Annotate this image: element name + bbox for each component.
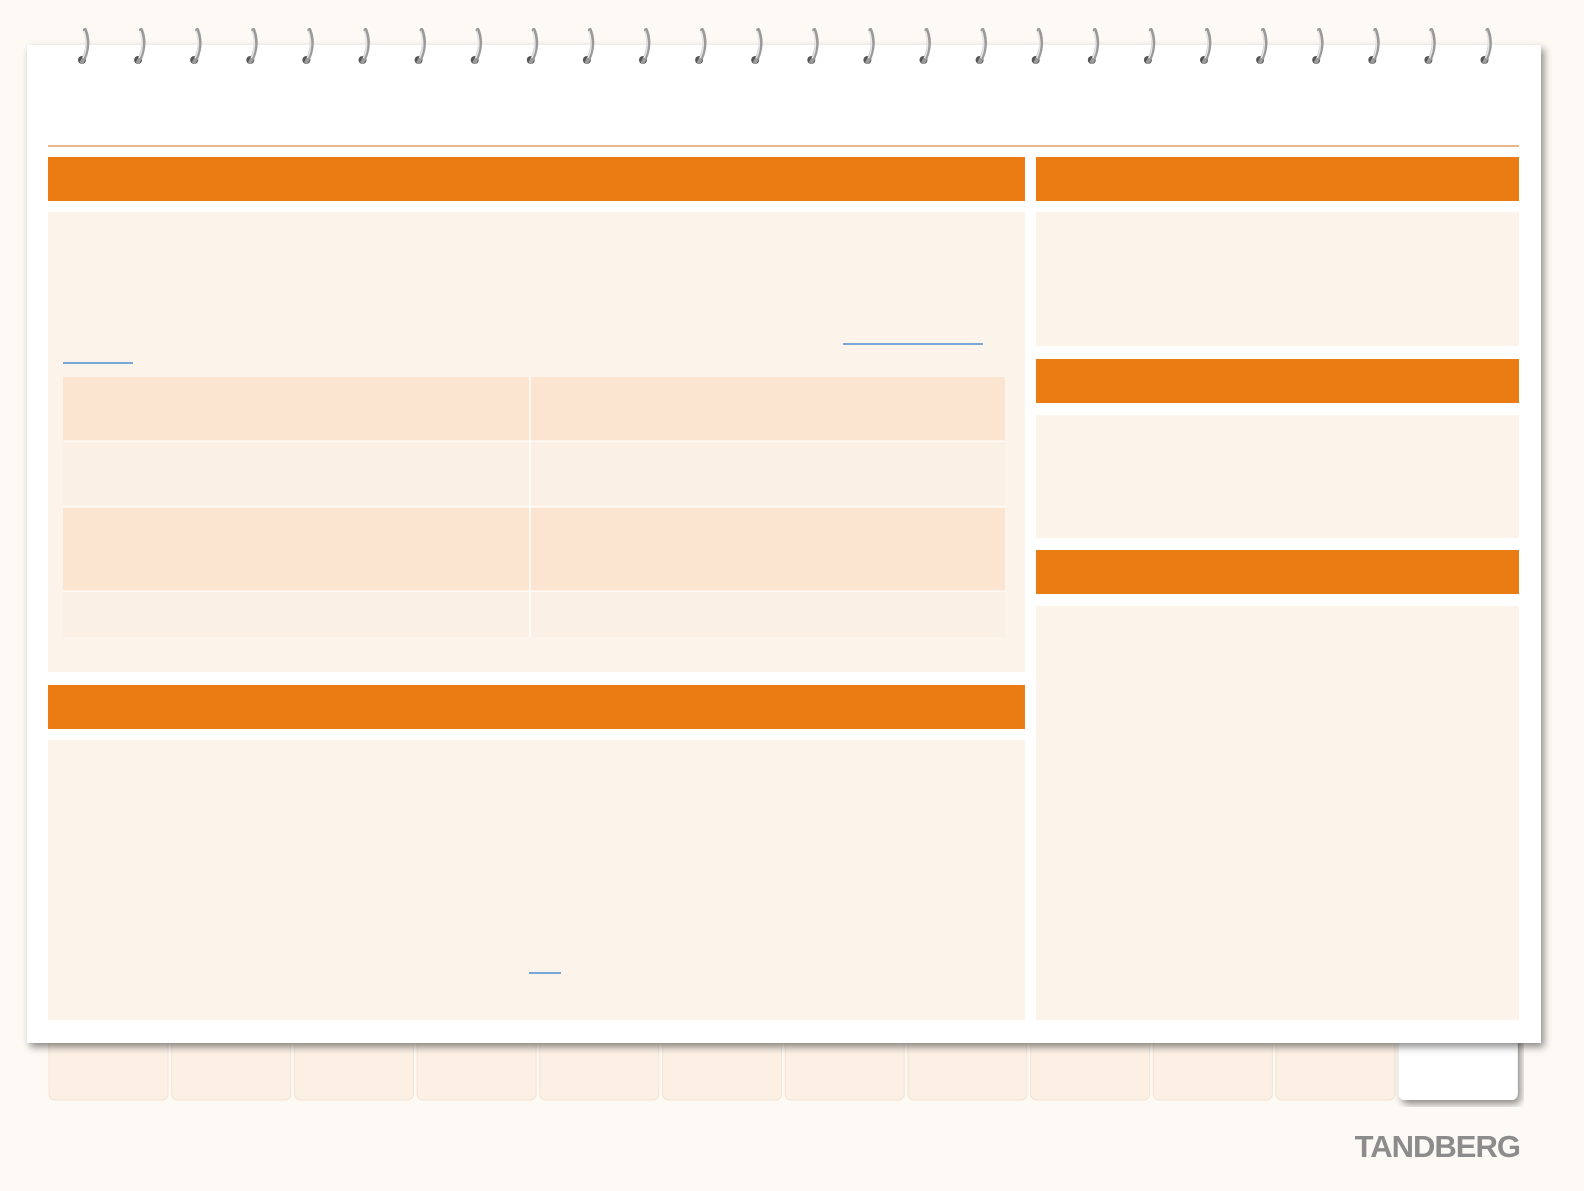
ring: [1314, 28, 1324, 64]
ring-highlight: [979, 30, 985, 59]
ring-highlight: [1484, 30, 1490, 59]
ring: [865, 28, 875, 64]
ring-highlight: [82, 30, 87, 59]
tabs: [48, 1029, 1518, 1101]
ring-highlight: [923, 30, 929, 59]
section-header: [1036, 550, 1519, 594]
ring: [136, 28, 146, 64]
ring-highlight: [362, 30, 368, 59]
ring: [753, 28, 763, 64]
table-row: [63, 507, 1005, 591]
tab[interactable]: [1398, 1030, 1518, 1100]
ring-highlight: [250, 30, 256, 59]
ring: [416, 28, 426, 64]
ring: [80, 28, 90, 64]
ring-highlight: [1428, 30, 1434, 59]
ring-highlight: [1092, 30, 1097, 59]
ring-highlight: [306, 30, 312, 59]
ring: [528, 28, 539, 64]
ring-highlight: [1148, 30, 1153, 59]
ring-highlight: [811, 30, 817, 59]
ring: [1202, 28, 1212, 64]
spiral-rings: [78, 28, 1492, 64]
ring: [1426, 28, 1436, 64]
section-header: [1036, 157, 1519, 201]
ring-highlight: [699, 30, 704, 59]
table-row: [63, 591, 1005, 637]
table-row: [63, 377, 1005, 441]
ring: [641, 28, 651, 64]
ring: [809, 28, 819, 64]
ring: [1145, 28, 1156, 64]
section-header: [48, 685, 1025, 729]
ring: [1370, 28, 1380, 64]
section-panel: [1036, 212, 1519, 346]
ring-highlight: [587, 30, 592, 59]
ring: [192, 28, 202, 64]
ring: [304, 28, 314, 64]
ring: [921, 28, 931, 64]
section-header: [1036, 359, 1519, 403]
ring: [584, 28, 595, 64]
ring: [248, 28, 258, 64]
ring: [977, 28, 987, 64]
ring: [697, 28, 707, 64]
ring-highlight: [1372, 30, 1378, 59]
ring-highlight: [1204, 30, 1209, 59]
table-row: [63, 441, 1005, 507]
section-header: [48, 157, 1025, 201]
ring-highlight: [194, 30, 200, 59]
ring: [360, 28, 370, 64]
ring: [472, 28, 483, 64]
section-panel: [1036, 415, 1519, 538]
ring-highlight: [755, 30, 761, 59]
ring-highlight: [867, 30, 873, 59]
ring: [1482, 28, 1492, 64]
ring-highlight: [418, 30, 424, 59]
ring-highlight: [1036, 30, 1041, 59]
ring: [1258, 28, 1268, 64]
logo: TANDBERG: [1355, 1129, 1520, 1164]
ring-highlight: [1260, 30, 1265, 59]
ring-highlight: [643, 30, 648, 59]
ring-highlight: [531, 30, 536, 59]
section-panel: [1036, 606, 1519, 1020]
ring: [1033, 28, 1044, 64]
ring: [1089, 28, 1100, 64]
section-panel: [48, 740, 1025, 1020]
ring-highlight: [138, 30, 143, 59]
ring-highlight: [475, 30, 480, 59]
ring-highlight: [1316, 30, 1322, 59]
